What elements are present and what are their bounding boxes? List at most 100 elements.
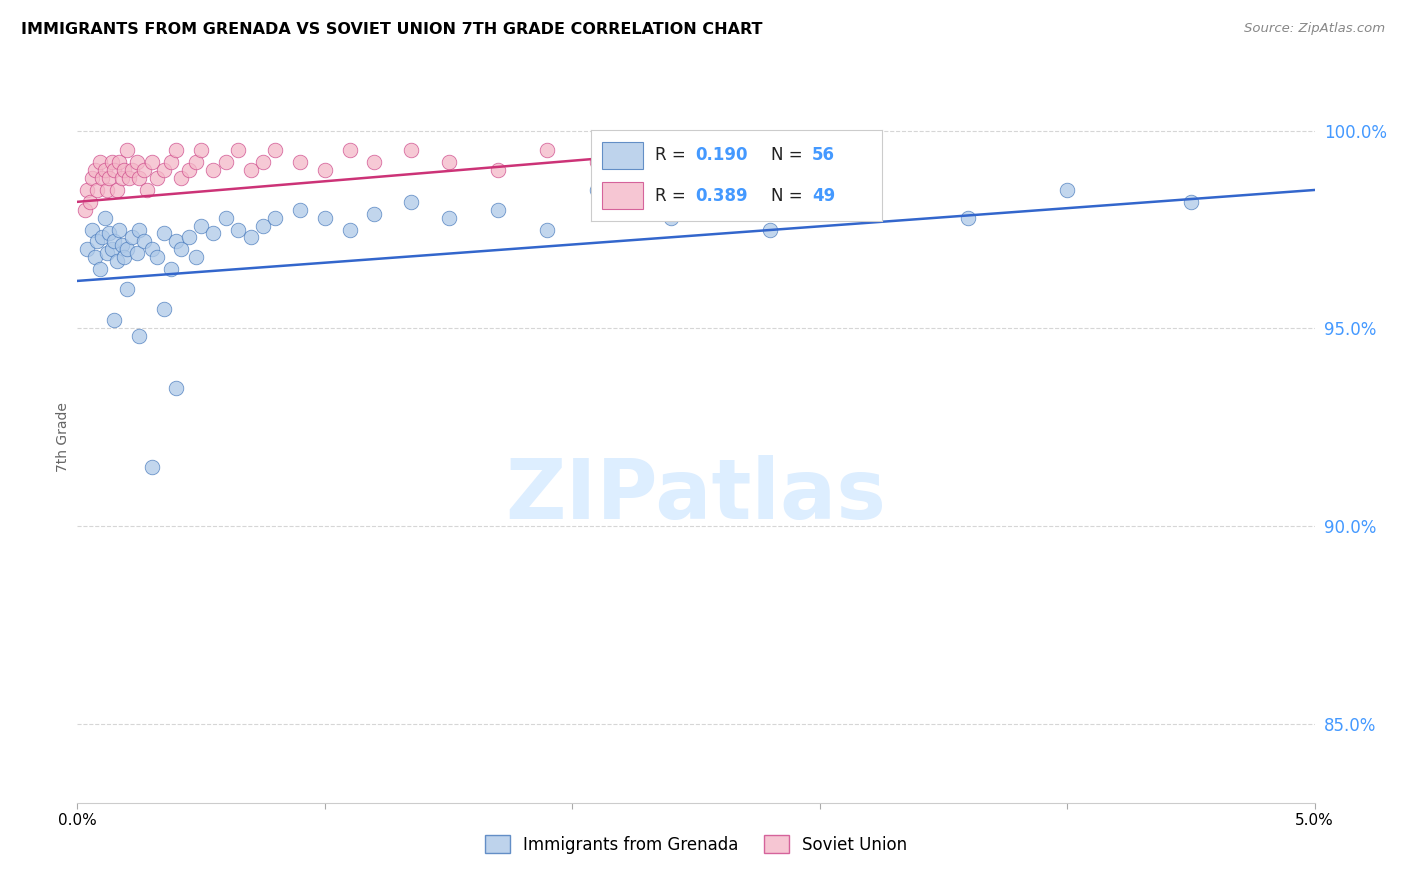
Point <box>339 144 361 158</box>
Point <box>115 242 138 256</box>
Point <box>202 163 225 178</box>
Point <box>170 171 193 186</box>
Text: IMMIGRANTS FROM GRENADA VS SOVIET UNION 7TH GRADE CORRELATION CHART: IMMIGRANTS FROM GRENADA VS SOVIET UNION … <box>21 22 762 37</box>
Point <box>226 144 249 158</box>
Point <box>73 202 96 217</box>
Text: 0.389: 0.389 <box>696 186 748 204</box>
Point <box>160 155 183 169</box>
Point <box>170 242 193 256</box>
Bar <box>602 142 643 169</box>
Point <box>103 313 125 327</box>
Point <box>141 459 163 474</box>
Point <box>115 144 138 158</box>
Point <box>586 155 609 169</box>
Text: N =: N = <box>770 146 808 164</box>
Point <box>128 222 150 236</box>
Point <box>111 238 134 252</box>
Point <box>437 211 460 225</box>
Point <box>1056 183 1078 197</box>
Point <box>141 242 163 256</box>
Y-axis label: 7th Grade: 7th Grade <box>56 402 70 472</box>
Point <box>108 155 131 169</box>
Point <box>957 211 980 225</box>
Point <box>91 230 114 244</box>
Point <box>128 329 150 343</box>
Point <box>103 163 125 178</box>
Point <box>486 202 509 217</box>
Point <box>339 222 361 236</box>
Point <box>112 163 135 178</box>
Point <box>103 235 125 249</box>
Point <box>108 222 131 236</box>
Point <box>288 155 311 169</box>
Point <box>82 222 104 236</box>
Point <box>536 222 558 236</box>
Point <box>86 183 108 197</box>
Text: 56: 56 <box>811 146 835 164</box>
Point <box>101 242 124 256</box>
Bar <box>602 182 643 210</box>
Point <box>202 227 225 241</box>
Point <box>93 211 115 225</box>
Point <box>165 235 187 249</box>
Point <box>125 246 148 260</box>
Point <box>76 242 98 256</box>
Point <box>215 155 238 169</box>
Point <box>82 171 104 186</box>
Point <box>145 250 167 264</box>
Point <box>89 155 111 169</box>
Point <box>486 163 509 178</box>
Point <box>190 144 212 158</box>
Point <box>401 144 423 158</box>
Point <box>121 230 143 244</box>
Point <box>105 183 128 197</box>
Point <box>101 155 124 169</box>
Point <box>177 230 200 244</box>
Point <box>759 222 782 236</box>
Text: R =: R = <box>655 146 690 164</box>
Point <box>1180 194 1202 209</box>
Point <box>153 163 176 178</box>
Point <box>145 171 167 186</box>
Point <box>177 163 200 178</box>
Point <box>314 163 336 178</box>
Point <box>363 207 385 221</box>
Point <box>83 163 105 178</box>
Point <box>135 183 157 197</box>
Text: R =: R = <box>655 186 690 204</box>
Text: N =: N = <box>770 186 808 204</box>
Point <box>83 250 105 264</box>
Point <box>190 219 212 233</box>
Point <box>586 183 609 197</box>
Point <box>134 163 156 178</box>
Point <box>264 211 287 225</box>
Point <box>239 163 262 178</box>
Point <box>363 155 385 169</box>
Point <box>93 163 115 178</box>
Point <box>252 155 274 169</box>
Point <box>86 235 108 249</box>
Point <box>96 183 118 197</box>
Text: Source: ZipAtlas.com: Source: ZipAtlas.com <box>1244 22 1385 36</box>
Point <box>536 144 558 158</box>
Point <box>115 282 138 296</box>
Point <box>184 250 207 264</box>
Point <box>160 262 183 277</box>
Text: 49: 49 <box>811 186 835 204</box>
Point <box>165 144 187 158</box>
Legend: Immigrants from Grenada, Soviet Union: Immigrants from Grenada, Soviet Union <box>478 829 914 860</box>
Point <box>76 183 98 197</box>
Point <box>153 227 176 241</box>
Point <box>105 254 128 268</box>
Point <box>134 235 156 249</box>
Text: ZIPatlas: ZIPatlas <box>506 455 886 536</box>
Point <box>125 155 148 169</box>
Point <box>437 155 460 169</box>
Point <box>659 211 682 225</box>
Point <box>314 211 336 225</box>
Point <box>239 230 262 244</box>
Point <box>288 202 311 217</box>
Point <box>121 163 143 178</box>
Point <box>91 171 114 186</box>
Text: 0.190: 0.190 <box>696 146 748 164</box>
